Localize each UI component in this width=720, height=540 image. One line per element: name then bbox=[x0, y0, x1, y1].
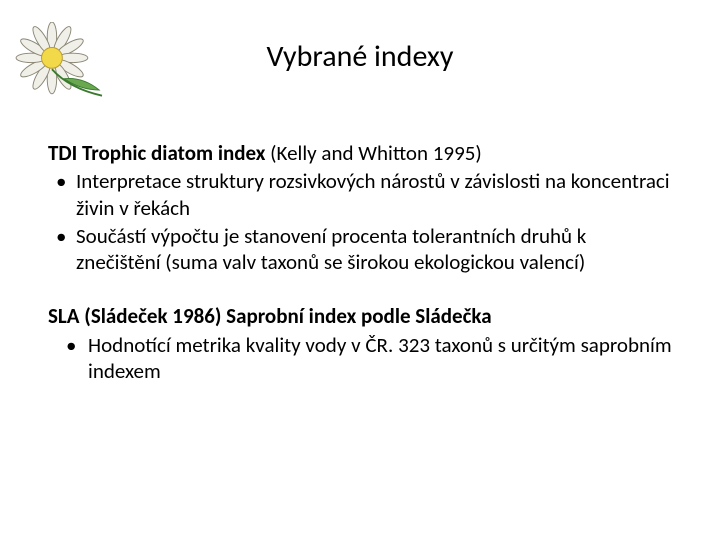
list-item: Součástí výpočtu je stanovení procenta t… bbox=[48, 223, 672, 276]
sla-heading-bold: SLA (Sládeček 1986) Saprobní index podle… bbox=[48, 303, 492, 329]
slide-content: TDI Trophic diatom index (Kelly and Whit… bbox=[48, 140, 672, 412]
section-tdi: TDI Trophic diatom index (Kelly and Whit… bbox=[48, 140, 672, 275]
list-item: Interpretace struktury rozsivkových náro… bbox=[48, 168, 672, 221]
tdi-bullets: Interpretace struktury rozsivkových náro… bbox=[48, 168, 672, 275]
tdi-heading-rest: (Kelly and Whitton 1995) bbox=[270, 140, 482, 166]
tdi-heading: TDI Trophic diatom index (Kelly and Whit… bbox=[48, 140, 672, 166]
section-sla: SLA (Sládeček 1986) Saprobní index podle… bbox=[48, 303, 672, 384]
sla-bullets: Hodnotící metrika kvality vody v ČR. 323… bbox=[48, 332, 672, 385]
list-item: Hodnotící metrika kvality vody v ČR. 323… bbox=[48, 332, 672, 385]
sla-heading: SLA (Sládeček 1986) Saprobní index podle… bbox=[48, 303, 672, 329]
tdi-heading-bold: TDI Trophic diatom index bbox=[48, 140, 270, 166]
slide-title: Vybrané indexy bbox=[0, 38, 720, 75]
